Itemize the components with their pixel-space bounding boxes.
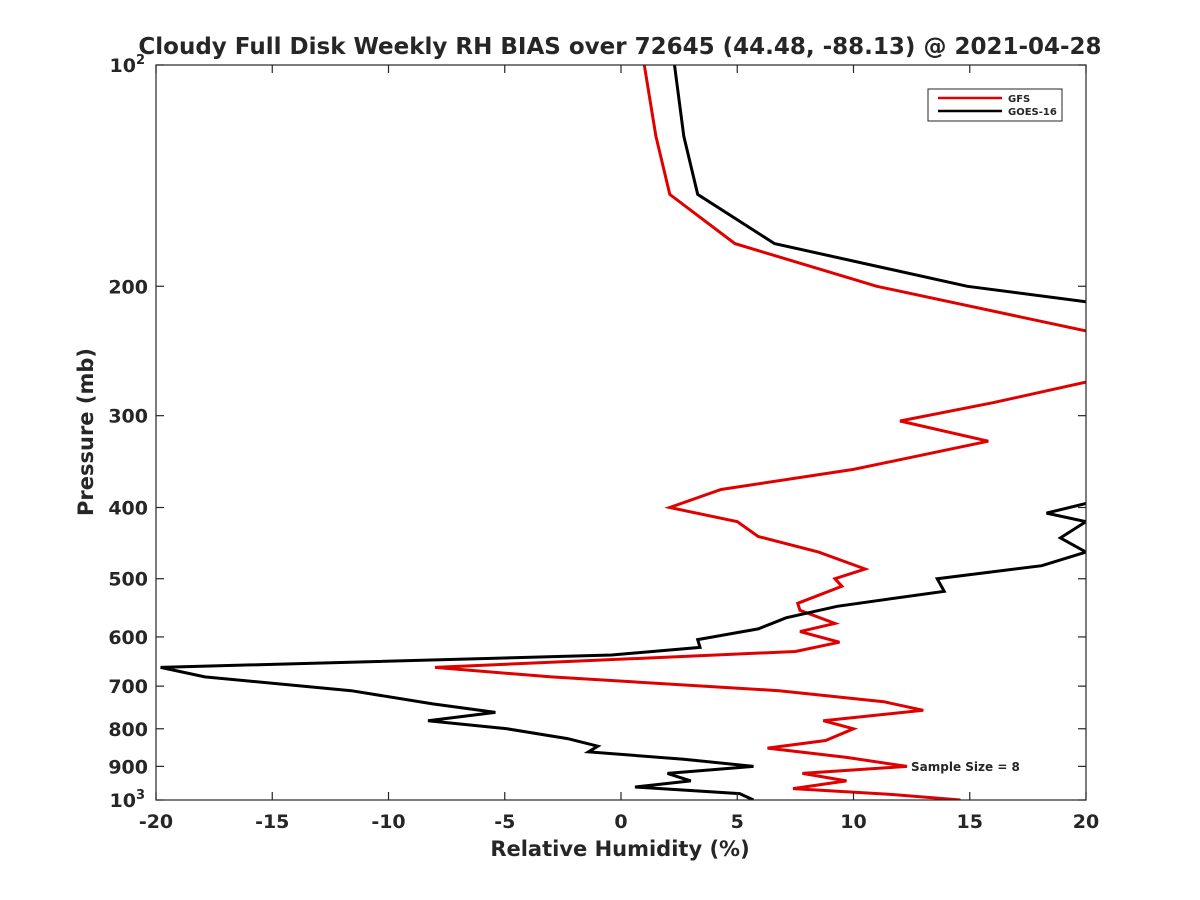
y-axis-label: Pressure (mb) (74, 348, 98, 516)
y-tick-label: 900 (108, 756, 148, 778)
y-tick-label: 800 (108, 719, 148, 741)
x-tick-label: 0 (614, 811, 627, 833)
x-tick-label: 15 (957, 811, 983, 833)
chart-title: Cloudy Full Disk Weekly RH BIAS over 726… (138, 34, 1101, 60)
x-tick-label: 20 (1073, 811, 1099, 833)
y-tick-label: 700 (108, 676, 148, 698)
x-tick-label: 5 (731, 811, 744, 833)
plot-area (160, 65, 1086, 800)
series-line-goes-16 (673, 65, 1086, 304)
x-tick-label: -20 (139, 811, 173, 833)
x-tick-label: -5 (494, 811, 515, 833)
x-axis-label: Relative Humidity (%) (490, 837, 749, 861)
y-tick-label: 400 (108, 498, 148, 520)
x-tick-label: 10 (840, 811, 866, 833)
y-tick-label: 10 (110, 790, 136, 812)
legend-label-gfs: GFS (1008, 94, 1030, 105)
series-line-gfs (434, 380, 1086, 800)
x-axis: -20 -15 -10 -5 0 5 10 15 20 (139, 65, 1099, 833)
y-tick-label-exponent: 3 (136, 788, 145, 803)
y-tick-label: 300 (108, 406, 148, 428)
legend: GFS GOES-16 (927, 88, 1063, 122)
y-tick-label-exponent: 2 (136, 53, 145, 68)
sample-size-annotation: Sample Size = 8 (911, 760, 1020, 774)
series-line-goes-16 (160, 502, 1086, 800)
x-tick-label: -10 (371, 811, 405, 833)
y-tick-label: 600 (108, 627, 148, 649)
series-line-gfs (642, 65, 1086, 333)
legend-label-goes-16: GOES-16 (1008, 107, 1057, 118)
series-layer (160, 65, 1086, 800)
y-tick-label: 10 (110, 55, 136, 77)
y-tick-label: 500 (108, 569, 148, 591)
x-tick-label: -15 (255, 811, 289, 833)
y-tick-label: 200 (108, 276, 148, 298)
legend-box (927, 88, 1063, 122)
